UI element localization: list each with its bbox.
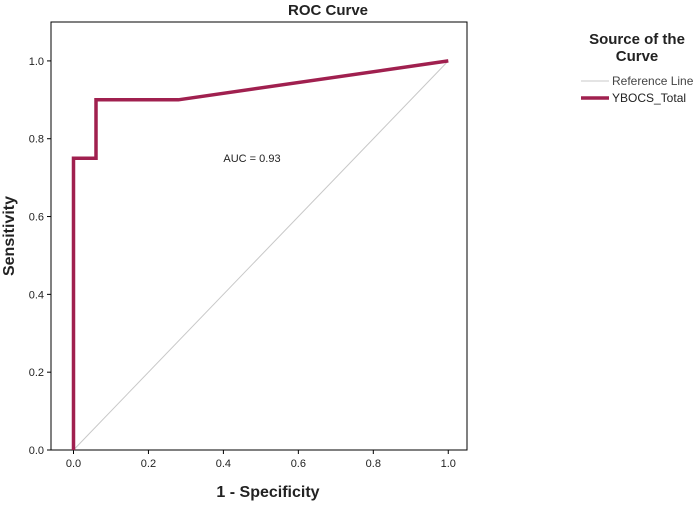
x-axis-label: 1 - Specificity [216, 484, 319, 501]
series-layer [71, 59, 449, 451]
x-tick-label: 0.0 [66, 458, 81, 470]
plot-area [50, 21, 468, 451]
y-tick-label: 0.2 [29, 367, 44, 379]
x-tick-label: 0.4 [216, 458, 231, 470]
y-axis-label: Sensitivity [1, 196, 18, 276]
chart-title: ROC Curve [288, 2, 368, 19]
legend-title-line2: Curve [616, 48, 659, 65]
y-tick-label: 0.4 [29, 289, 44, 301]
x-axis-ticks: 0.0 0.2 0.4 0.6 0.8 1.0 [66, 450, 456, 470]
ybocs-total-series [71, 59, 449, 450]
legend-title-line1: Source of the [589, 31, 685, 48]
x-tick-label: 1.0 [441, 458, 456, 470]
y-tick-label: 0.6 [29, 212, 44, 224]
y-tick-label: 1.0 [29, 56, 44, 68]
auc-annotation: AUC = 0.93 [223, 153, 280, 165]
x-tick-label: 0.2 [141, 458, 156, 470]
x-tick-label: 0.8 [366, 458, 381, 470]
legend-label-reference-line: Reference Line [612, 74, 694, 88]
y-tick-label: 0.0 [29, 445, 44, 457]
plot-frame [50, 21, 468, 451]
reference-line-series [73, 60, 449, 451]
legend-label-ybocs-total: YBOCS_Total [612, 91, 686, 105]
legend: Source of the Curve Reference Line YBOCS… [581, 31, 694, 105]
y-tick-label: 0.8 [29, 134, 44, 146]
x-tick-label: 0.6 [291, 458, 306, 470]
y-axis-ticks: 0.0 0.2 0.4 0.6 0.8 1.0 [29, 56, 51, 457]
